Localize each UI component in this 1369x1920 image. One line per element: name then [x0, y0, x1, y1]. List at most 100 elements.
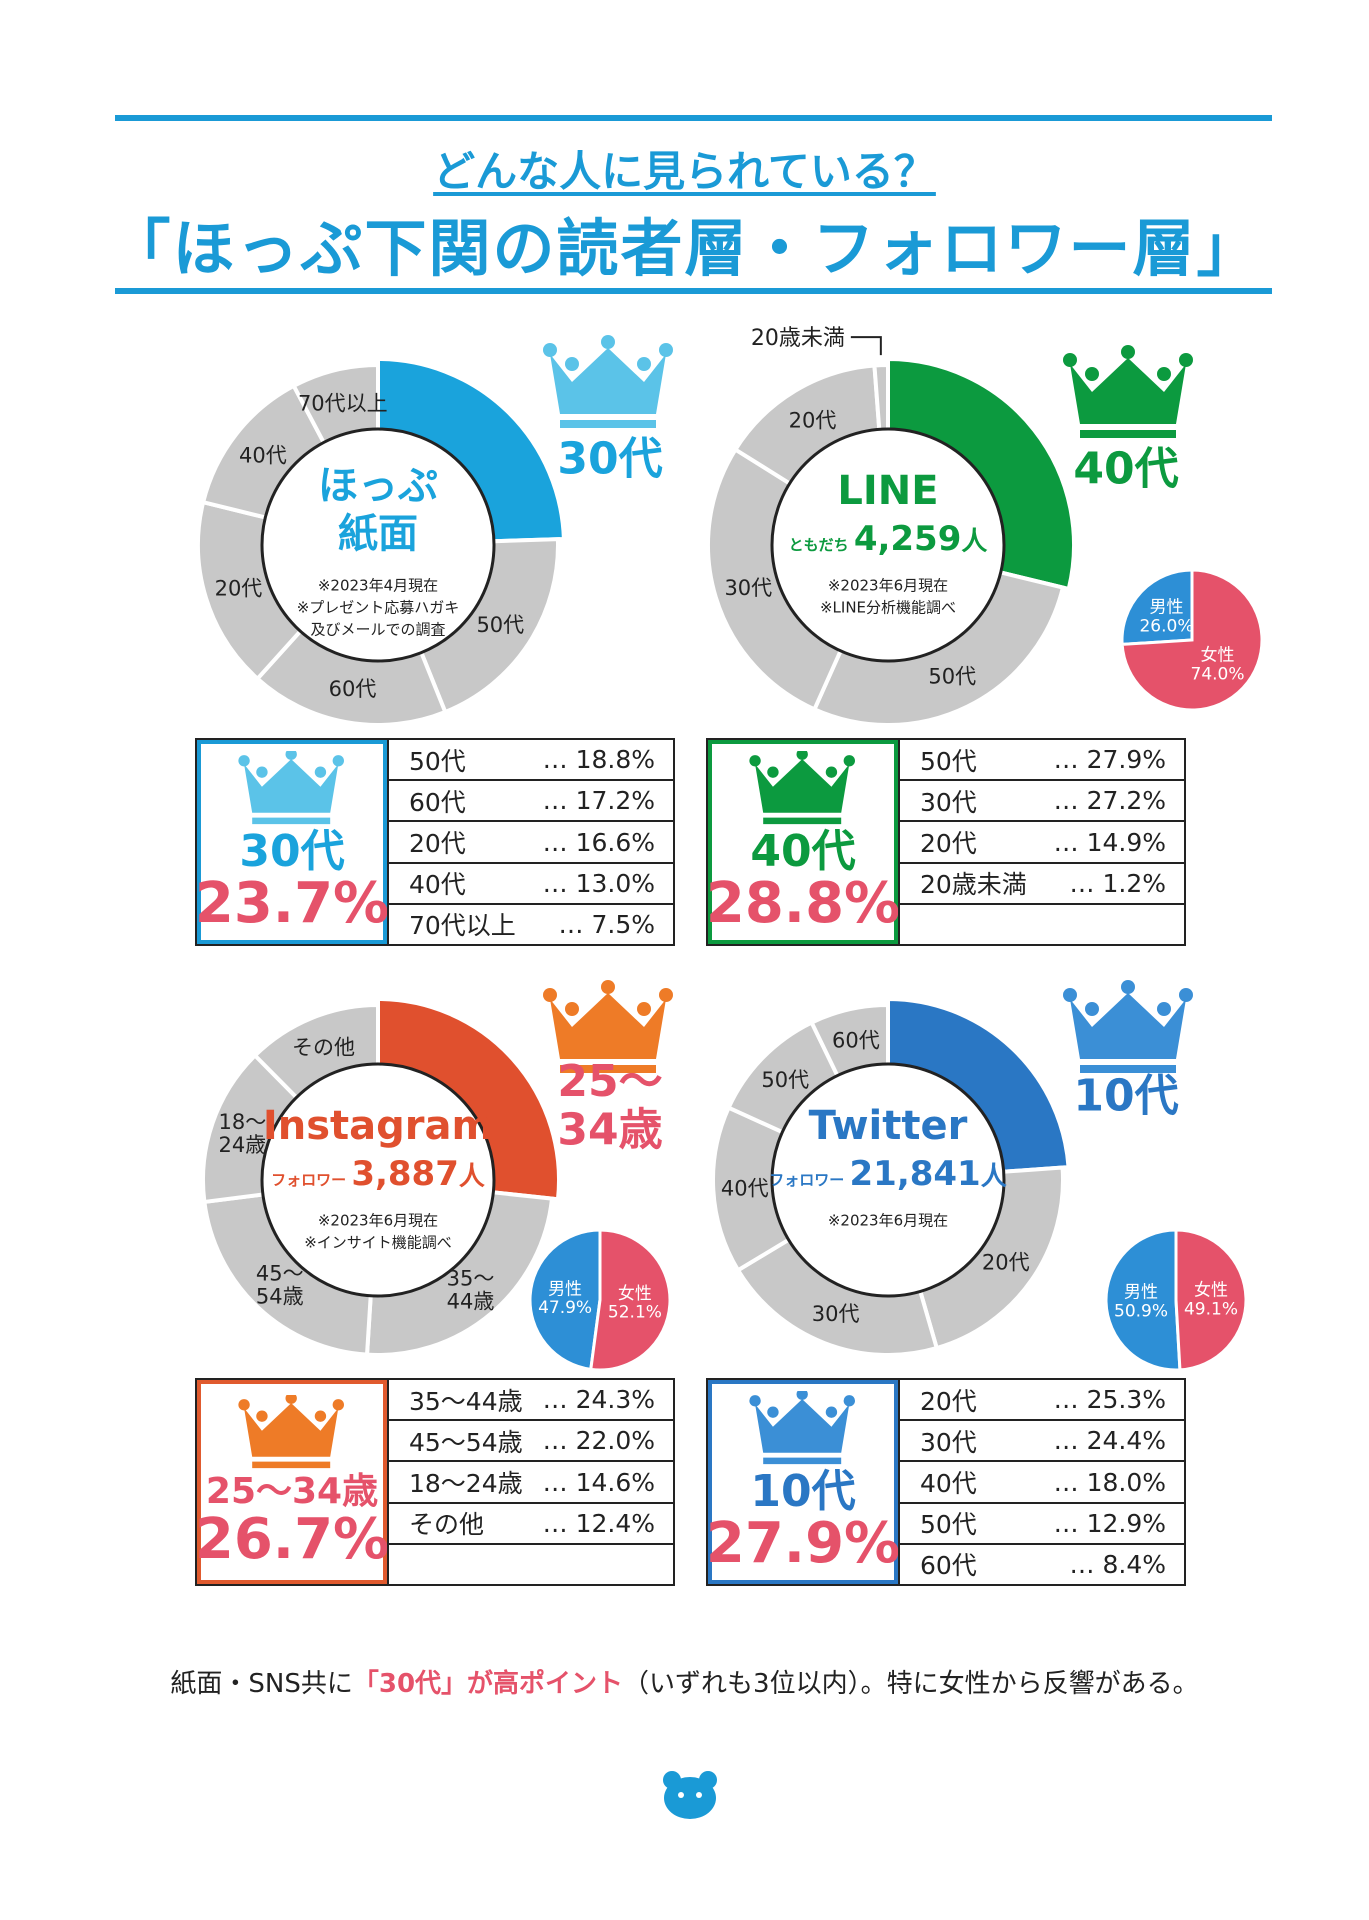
- paper-center-circle: [260, 427, 496, 663]
- table-row: 60代 … 8.4%: [900, 1545, 1184, 1584]
- table-row-label: 60代: [409, 787, 466, 817]
- instagram-donut-svg: 35～ 44歳 45～ 54歳 18～ 24歳 その他 Instagram フォロワー 3,88…: [201, 980, 673, 1372]
- line-note-0: ※2023年6月現在: [828, 576, 948, 594]
- table-row-value: … 24.3%: [542, 1385, 655, 1415]
- table-row: 45～54歳 … 22.0%: [389, 1421, 673, 1463]
- twitter-crown-icon: [1063, 980, 1193, 1073]
- twitter-chart: 20代 30代 40代 50代 60代 Twitter フォロワー 21,841人 ※2023…: [700, 980, 1260, 1405]
- instagram-slice-label-2: 45～ 54歳: [256, 1261, 304, 1308]
- paper-note-0: ※2023年4月現在: [318, 576, 438, 594]
- paper-note-2: 及びメールでの調査: [310, 620, 445, 638]
- table-row-label: 50代: [920, 1510, 977, 1540]
- table-row-value: … 27.9%: [1053, 745, 1166, 775]
- table-row-label: 50代: [409, 746, 466, 776]
- paper-rank-box: 30代 23.7%: [195, 740, 389, 944]
- paper-slice-label-5: 70代以上: [298, 392, 388, 416]
- line-rank-box: 40代 28.8%: [705, 740, 901, 944]
- table-row-value: … 25.3%: [1053, 1385, 1166, 1415]
- table-row: 30代 … 24.4%: [900, 1421, 1184, 1463]
- table-row-value: … 14.6%: [542, 1467, 655, 1497]
- paper-crown-label: 30代: [557, 433, 662, 484]
- line-rank-crown-icon: [749, 750, 855, 824]
- table-row-label: 40代: [409, 870, 466, 900]
- table-row: 50代 … 27.9%: [900, 740, 1184, 782]
- page-subtitle: どんな人に見られている？: [433, 147, 936, 196]
- twitter-center-circle: [770, 1062, 1006, 1298]
- paper-center-title2: 紙面: [338, 511, 418, 557]
- line-rank-pct: 28.8%: [705, 870, 901, 936]
- table-row-label: 20代: [920, 829, 977, 858]
- line-donut-svg: 50代 30代 20代 20歳未満 LINE ともだち 4,259人 ※2023年6月現在 ※…: [706, 326, 1264, 727]
- twitter-gender-label-0: 男性 50.9%: [1114, 1283, 1168, 1322]
- table-row-value: … 7.5%: [558, 909, 655, 939]
- table-row: [900, 905, 1184, 944]
- table-row-label: 40代: [920, 1469, 977, 1498]
- line-table-rows: 50代 … 27.9% 30代 … 27.2% 20代 … 14.9% 20歳未満 … 1.2…: [898, 740, 1184, 944]
- line-center-title: LINE: [837, 468, 938, 514]
- table-row-label: 18～24歳: [409, 1469, 523, 1498]
- twitter-donut-svg: 20代 30代 40代 50代 60代 Twitter フォロワー 21,841人 ※2023…: [711, 980, 1248, 1372]
- twitter-slice-label-3: 40代: [721, 1177, 769, 1201]
- twitter-rank-box: 10代 27.9%: [706, 1380, 900, 1584]
- twitter-gender-label-1: 女性 49.1%: [1184, 1281, 1238, 1320]
- instagram-chart: 35～ 44歳 45～ 54歳 18～ 24歳 その他 Instagram フォロワー 3,88…: [190, 980, 750, 1405]
- line-leader-line: [850, 336, 882, 356]
- table-row-label: 30代: [920, 787, 977, 817]
- twitter-center-title: Twitter: [809, 1103, 968, 1149]
- table-row: 20代 … 25.3%: [900, 1380, 1184, 1422]
- table-row-label: 30代: [920, 1427, 977, 1457]
- twitter-center-count: フォロワー 21,841人: [769, 1154, 1006, 1194]
- table-row-value: … 24.4%: [1053, 1426, 1166, 1456]
- twitter-slice-label-4: 50代: [761, 1068, 809, 1092]
- table-row: 70代以上 … 7.5%: [389, 905, 673, 944]
- table-row-label: 35～44歳: [409, 1386, 523, 1416]
- page-title: 「ほっぷ下関の読者層・フォロワー層」: [108, 212, 1261, 285]
- table-row: 35～44歳 … 24.3%: [389, 1380, 673, 1422]
- line-crown-icon: [1063, 345, 1193, 438]
- top-rule: [115, 115, 1272, 121]
- twitter-slice-label-2: 30代: [812, 1302, 860, 1326]
- instagram-rank-crown-shape: [238, 1394, 344, 1468]
- footer-text-1: 紙面・SNS共に: [170, 1669, 353, 1699]
- table-row-value: … 16.6%: [542, 827, 655, 857]
- instagram-note-1: ※インサイト機能調べ: [304, 1233, 452, 1251]
- line-center-count: ともだち 4,259人: [789, 519, 988, 559]
- line-rank-label: 40代: [750, 825, 856, 877]
- line-slice-label-4: 20歳未満: [751, 326, 845, 351]
- paper-center-title: ほっぷ: [318, 463, 438, 509]
- table-row-label: 20代: [920, 1386, 977, 1416]
- line-slice-label-1: 50代: [928, 664, 976, 688]
- table-row: [389, 1545, 673, 1584]
- paper-rank-crown-shape: [238, 750, 344, 824]
- table-row-label: 70代以上: [409, 911, 516, 941]
- table-row: 20歳未満 … 1.2%: [900, 864, 1184, 905]
- instagram-gender-label-0: 男性 47.9%: [538, 1279, 592, 1318]
- table-row: 60代 … 17.2%: [389, 781, 673, 823]
- table-row: 20代 … 14.9%: [900, 822, 1184, 864]
- line-gender-label-1: 女性 74.0%: [1191, 646, 1245, 685]
- line-table: 40代 28.8% 50代… 27.9% 30代… 27.2% 20代… 14.9% 20…: [706, 738, 1186, 946]
- table-row-value: … 1.2%: [1069, 868, 1166, 898]
- twitter-table-rows: 20代 … 25.3% 30代 … 24.4% 40代 … 18.0% 50代 … 12.9%…: [898, 1380, 1184, 1584]
- twitter-slice-label-5: 60代: [832, 1028, 880, 1052]
- instagram-table-rows: 35～44歳 … 24.3% 45～54歳 … 22.0% 18～24歳 … 14.6% そ…: [387, 1380, 673, 1584]
- bear-logo-icon: [663, 1771, 717, 1819]
- instagram-gender-slice-0: [528, 1228, 602, 1372]
- instagram-center-count: フォロワー 3,887人: [271, 1154, 485, 1194]
- line-center-circle: [770, 427, 1006, 663]
- table-row: 40代 … 18.0%: [900, 1462, 1184, 1504]
- instagram-crown-label: 25～ 34歳: [557, 1056, 662, 1155]
- line-slice-label-3: 20代: [789, 408, 837, 432]
- table-row: 20代 … 16.6%: [389, 822, 673, 864]
- bottom-rule: [115, 288, 1272, 294]
- twitter-rank-crown-shape: [749, 1390, 855, 1464]
- line-note-1: ※LINE分析機能調べ: [820, 598, 956, 616]
- instagram-table: 25～34歳 26.7% 35～44歳 … 24.3% 45～54歳 … 22.0% 18～…: [195, 1378, 675, 1586]
- footer-text-2: （いずれも3位以内）。特に女性から反響がある。: [623, 1669, 1199, 1699]
- twitter-gender-slice-0: [1104, 1228, 1182, 1372]
- table-row-value: … 18.0%: [1053, 1467, 1166, 1497]
- paper-rank-crown-icon: [238, 750, 344, 824]
- instagram-gender-slice-1: [589, 1228, 672, 1372]
- table-row-label: 50代: [920, 746, 977, 776]
